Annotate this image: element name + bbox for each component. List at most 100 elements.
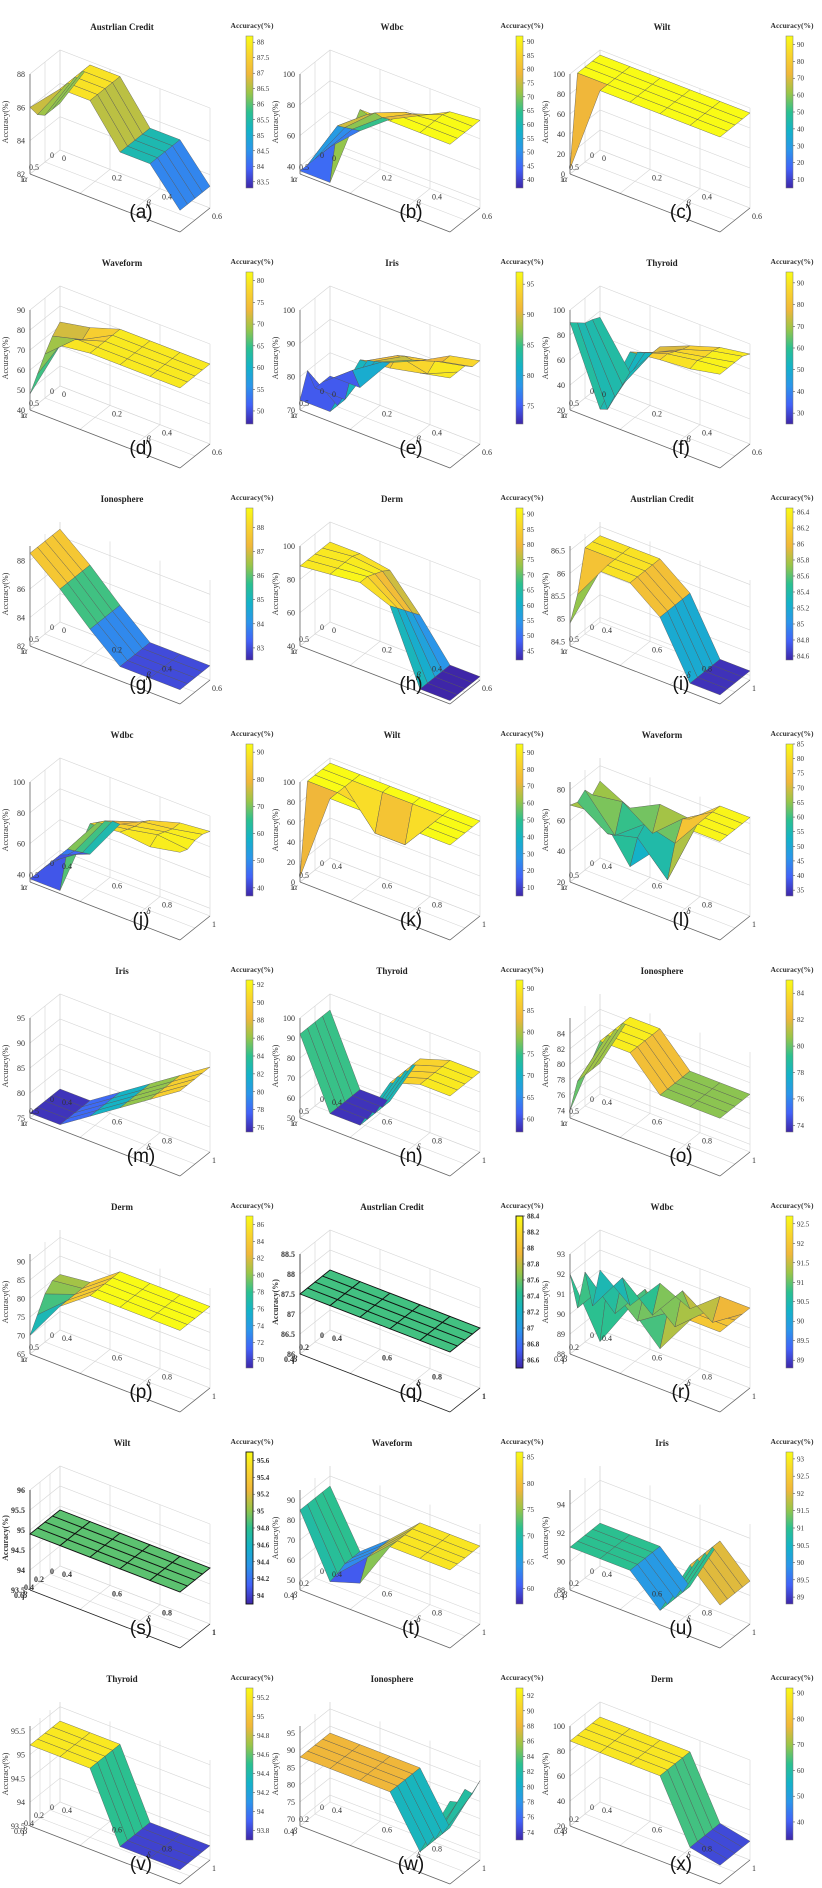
surface-patch xyxy=(712,1082,751,1101)
surface-plot-n: Thyroid 50 60 70 80 90 100 Accuracy(%) 1 0.5 0 α 0.4… xyxy=(271,965,544,1177)
y-tick-label: 1 xyxy=(482,920,486,929)
colorbar-tick-label: 84.6 xyxy=(797,653,810,661)
z-tick-label: 95.5 xyxy=(11,1727,25,1736)
x-tick-label: 0.5 xyxy=(29,1107,39,1116)
x-tick-label: 0 xyxy=(320,623,324,632)
x-axis-label: α xyxy=(293,882,298,892)
z-tick-label: 88 xyxy=(557,1350,565,1359)
surface-plot-d: Waveform 40 50 60 70 80 90 Accuracy(%) 1 0.5 0 α 0 0.… xyxy=(1,257,274,469)
z-tick-label: 0 xyxy=(291,878,295,887)
floor-gridline xyxy=(669,1604,701,1629)
z-tick-label: 50 xyxy=(287,1114,295,1123)
x-tick-label: 1 xyxy=(290,647,294,656)
colorbar xyxy=(515,507,524,661)
z-tick-label: 84 xyxy=(557,1029,565,1038)
colorbar-tick-label: 80 xyxy=(257,1272,265,1280)
colorbar-tick-label: 80 xyxy=(797,301,805,309)
colorbar-tick-label: 70 xyxy=(527,1532,535,1540)
x-tick-label: 0.2 xyxy=(569,1815,579,1824)
colorbar-tick-label: 78 xyxy=(797,1069,805,1077)
z-tick-label: 0 xyxy=(561,170,565,179)
z-tick-label: 92 xyxy=(557,1270,565,1279)
colorbar-tick-label: 65 xyxy=(527,107,535,115)
surface-plot-b: Wdbc 40 60 80 100 Accuracy(%) 1 0.5 0 α 0 0.2 0.4 0.6… xyxy=(271,21,544,233)
y-tick-label: 0.2 xyxy=(382,645,392,654)
colorbar-tick-label: 86.6 xyxy=(527,1357,540,1365)
colorbar-tick-label: 88 xyxy=(257,524,265,532)
x-tick-label: 0 xyxy=(320,1095,324,1104)
y-tick-label: 0.8 xyxy=(162,1609,172,1618)
z-tick-label: 82 xyxy=(17,170,25,179)
subplot-m: Iris 75 80 85 90 95 Accuracy(%) 1 0.5 0 α 0.4 0.6 0.8… xyxy=(1,944,274,1180)
x-axis-label: α xyxy=(563,174,568,184)
z-axis-label: Accuracy(%) xyxy=(1,100,10,143)
colorbar-tick-label: 75 xyxy=(527,402,535,410)
colorbar-tick-label: 76 xyxy=(257,1305,265,1313)
z-tick-label: 100 xyxy=(283,306,295,315)
colorbar-tick-label: 87 xyxy=(257,70,265,78)
axis-line xyxy=(299,881,451,941)
colorbar-tick-label: 80 xyxy=(257,277,265,285)
colorbar-tick-label: 78 xyxy=(257,1106,265,1114)
surface-plot-m: Iris 75 80 85 90 95 Accuracy(%) 1 0.5 0 α 0.4 0.6 0.8… xyxy=(1,965,274,1177)
subplot-caption: (h) xyxy=(399,674,423,695)
floor-gridline xyxy=(619,1113,651,1138)
colorbar-tick-label: 75 xyxy=(527,1050,535,1058)
floor-gridline xyxy=(399,1604,431,1629)
x-axis-label: α xyxy=(23,882,28,892)
surface-plot-u: Iris88909294Accuracy(%)0.40.20β0.40.60.8… xyxy=(541,1437,814,1649)
axis-line xyxy=(719,1387,751,1413)
x-tick-label: 1 xyxy=(290,175,294,184)
floor-gridline xyxy=(329,1801,481,1861)
z-tick-label: 90 xyxy=(17,306,25,315)
floor-gridline xyxy=(314,869,466,929)
x-axis-label: α xyxy=(23,1354,28,1364)
z-tick-label: 93 xyxy=(557,1250,565,1259)
surface-plot-g: Ionosphere 82 84 86 88 Accuracy(%) 1 0.5 0 α 0 0.2 0… xyxy=(1,493,274,705)
z-axis-label: Accuracy(%) xyxy=(541,336,550,379)
axis-line xyxy=(179,443,211,469)
z-tick-label: 60 xyxy=(287,132,295,141)
x-tick-label: 0 xyxy=(590,387,594,396)
z-tick-label: 40 xyxy=(287,642,295,651)
subplot-caption: (j) xyxy=(132,910,150,931)
x-tick-label: 0 xyxy=(50,623,54,632)
colorbar-tick-label: 40 xyxy=(797,125,805,133)
surface-patch xyxy=(577,1028,616,1082)
z-tick-label: 88 xyxy=(287,1270,295,1279)
x-tick-label: 0.2 xyxy=(299,1815,309,1824)
z-tick-label: 100 xyxy=(553,1722,565,1731)
floor-gridline xyxy=(584,397,736,457)
floor-gridline xyxy=(349,1821,381,1846)
colorbar xyxy=(515,271,524,425)
colorbar-tick-label: 89.5 xyxy=(797,1337,810,1345)
x-axis-label: β xyxy=(562,1590,568,1600)
colorbar-label: Accuracy(%) xyxy=(231,1673,274,1682)
subplot-title: Thyroid xyxy=(376,966,407,976)
colorbar-tick-label: 85 xyxy=(527,1454,535,1462)
y-tick-label: 0.6 xyxy=(652,1825,662,1834)
surface-patch xyxy=(712,1540,751,1588)
subplot-s: Wilt 93.5 94 94.5 95 95.5 96 Accuracy(%) 0.6 0.4 0… xyxy=(1,1416,274,1652)
y-tick-label: 1 xyxy=(482,1156,486,1165)
surface-patch xyxy=(712,1823,751,1848)
x-tick-label: 0 xyxy=(320,1803,324,1812)
x-tick-label: 0.4 xyxy=(284,1355,294,1364)
floor-gridline xyxy=(44,161,196,221)
z-tick-label: 85 xyxy=(17,1064,25,1073)
subplot-title: Waveform xyxy=(102,258,143,268)
axis-line xyxy=(569,881,721,941)
colorbar-tick-label: 10 xyxy=(527,884,535,892)
colorbar-tick-label: 60 xyxy=(797,1767,805,1775)
subplot-title: Ionosphere xyxy=(641,966,684,976)
y-tick-label: 0.2 xyxy=(112,173,122,182)
floor-gridline xyxy=(79,1585,111,1610)
floor-gridline xyxy=(129,896,161,921)
x-axis-label: α xyxy=(293,410,298,420)
colorbar-label: Accuracy(%) xyxy=(501,729,544,738)
colorbar-label: Accuracy(%) xyxy=(231,1201,274,1210)
x-tick-label: 0 xyxy=(50,151,54,160)
floor-gridline xyxy=(29,1565,61,1591)
colorbar-tick-label: 30 xyxy=(797,410,805,418)
x-tick-label: 1 xyxy=(560,883,564,892)
